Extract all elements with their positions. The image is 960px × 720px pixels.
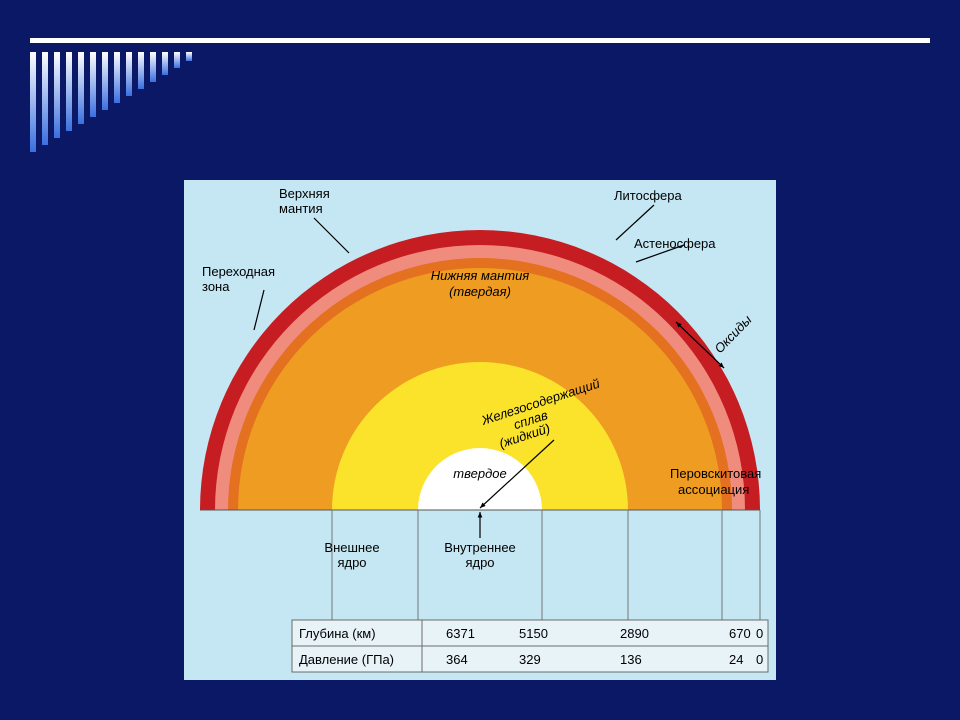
lower-mantle-label-1: Нижняя мантия [431,268,530,283]
perovskite-l2: ассоциация [678,482,749,497]
table-cell: 5150 [519,626,548,641]
upper-mantle-label: Верхняя [279,186,330,201]
outer-core-label: Внешнее [324,540,379,555]
perovskite-l1: Перовскитовая [670,466,761,481]
earth-cross-section-diagram: Верхняямантия Литосфера Астеносфера Переход… [184,180,776,680]
table-cell: 670 [729,626,751,641]
transition-zone-label: зона [202,279,230,294]
lithosphere-label: Литосфера [614,188,682,203]
table-cell: 24 [729,652,743,667]
solid-label: твердое [453,466,506,481]
table-cell: 329 [519,652,541,667]
decorative-bars [30,52,198,152]
inner-core-label: ядро [465,555,494,570]
table-row-label: Глубина (км) [299,626,376,641]
asthenosphere-label: Астеносфера [634,236,716,251]
table-cell: 364 [446,652,468,667]
table-cell: 2890 [620,626,649,641]
outer-core-label: ядро [337,555,366,570]
table-cell: 136 [620,652,642,667]
table-cell: 0 [756,652,763,667]
table-cell: 6371 [446,626,475,641]
lower-mantle-label-2: (твердая) [449,284,511,299]
header-rule [30,38,930,43]
table-cell: 0 [756,626,763,641]
transition-zone-label: Переходная [202,264,275,279]
upper-mantle-label: мантия [279,201,323,216]
table-row-label: Давление (ГПа) [299,652,394,667]
inner-core-label: Внутреннее [444,540,516,555]
